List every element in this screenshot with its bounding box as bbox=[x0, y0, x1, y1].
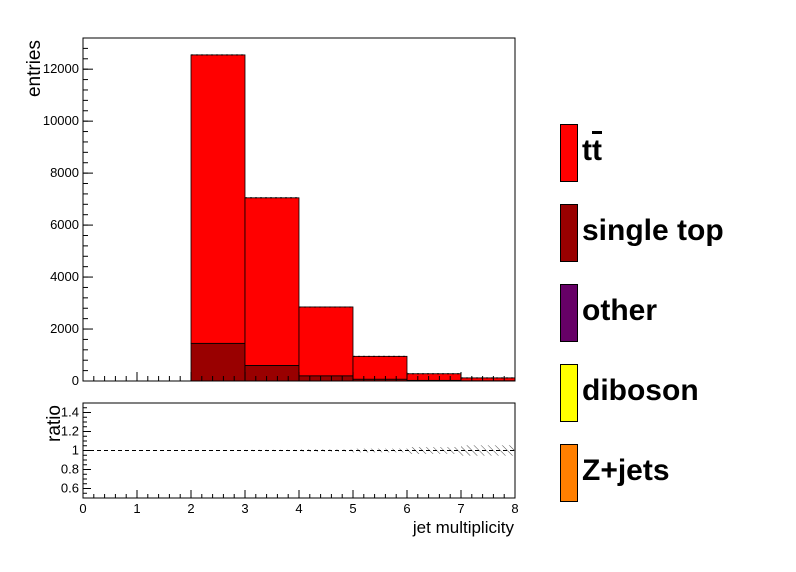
legend-item-ttbar: tt bbox=[560, 124, 790, 184]
ratio-y-tick-label: 1.2 bbox=[61, 424, 79, 439]
x-tick-label: 0 bbox=[79, 501, 86, 516]
ratio-y-tick-label: 1 bbox=[72, 443, 79, 458]
y-tick-label: 10000 bbox=[43, 113, 79, 128]
y-tick-label: 6000 bbox=[50, 217, 79, 232]
legend-label-zjets: Z+jets bbox=[582, 454, 670, 487]
main-plot: 0 2000 4000 6000 8000 10000 12000 bbox=[43, 37, 516, 388]
bar-tt--bin-5 bbox=[352, 355, 408, 380]
legend-item-zjets: Z+jets bbox=[560, 444, 790, 504]
bar-single-top-bin-4 bbox=[298, 375, 354, 382]
ratio-plot: 0.6 0.8 1 1.2 1.4 0 1 2 3 4 5 6 7 8 bbox=[61, 402, 519, 516]
legend-swatch-diboson bbox=[560, 364, 578, 422]
y-tick-label: 8000 bbox=[50, 165, 79, 180]
y-tick-label: 4000 bbox=[50, 269, 79, 284]
legend-label-single-top: single top bbox=[582, 214, 724, 247]
legend-label-diboson: diboson bbox=[582, 374, 699, 407]
legend-swatch-other bbox=[560, 284, 578, 342]
x-tick-label: 6 bbox=[403, 501, 410, 516]
y-tick-label: 2000 bbox=[50, 321, 79, 336]
x-tick-label: 4 bbox=[295, 501, 302, 516]
bar-single-top-bin-3 bbox=[244, 365, 300, 382]
ratio-band-bin-4 bbox=[299, 449, 353, 452]
ratio-band-bin-7 bbox=[461, 445, 515, 456]
y-tick-label: 12000 bbox=[43, 61, 79, 76]
x-tick-label: 1 bbox=[133, 501, 140, 516]
y-tick-label: 0 bbox=[72, 373, 79, 388]
legend-swatch-zjets bbox=[560, 444, 578, 502]
x-tick-label: 5 bbox=[349, 501, 356, 516]
ratio-axis-label: ratio bbox=[44, 405, 65, 442]
legend-label-ttbar-tbar: t bbox=[592, 134, 602, 167]
x-tick-label: 3 bbox=[241, 501, 248, 516]
legend-item-single-top: single top bbox=[560, 204, 790, 264]
legend-swatch-ttbar bbox=[560, 124, 578, 182]
bar-tt--bin-6 bbox=[406, 373, 462, 381]
ratio-y-tick-label: 0.6 bbox=[61, 481, 79, 496]
y-axis-label: entries bbox=[24, 40, 45, 97]
x-tick-label: 7 bbox=[457, 501, 464, 516]
legend-item-other: other bbox=[560, 284, 790, 344]
legend-swatch-single-top bbox=[560, 204, 578, 262]
bar-tt--bin-4 bbox=[298, 306, 354, 377]
legend-item-diboson: diboson bbox=[560, 364, 790, 424]
x-tick-label: 2 bbox=[187, 501, 194, 516]
legend-label-ttbar-t: t bbox=[582, 134, 592, 167]
ratio-y-tick-label: 0.8 bbox=[61, 462, 79, 477]
legend-label-other: other bbox=[582, 294, 657, 327]
legend-label-ttbar: tt bbox=[582, 134, 602, 168]
bar-single-top-bin-2 bbox=[190, 342, 246, 382]
x-tick-label: 8 bbox=[511, 501, 518, 516]
bar-tt--bin-3 bbox=[244, 197, 300, 366]
x-axis-label: jet multiplicity bbox=[412, 518, 515, 537]
bar-tt--bin-2 bbox=[190, 54, 246, 344]
ratio-y-tick-label: 1.4 bbox=[61, 405, 79, 420]
